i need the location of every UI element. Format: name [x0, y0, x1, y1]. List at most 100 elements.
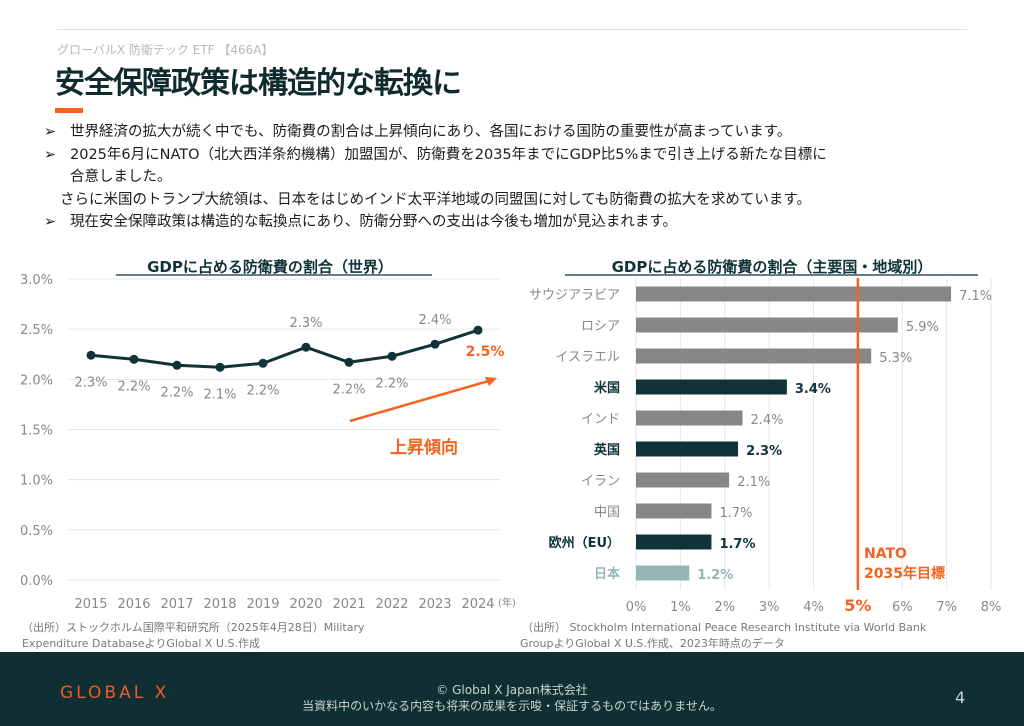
data-point	[129, 354, 139, 364]
data-label: 2.3%	[74, 375, 107, 390]
x-tick-label: 2021	[332, 597, 365, 612]
x-tick-label: 2023	[418, 597, 451, 612]
y-tick-label: 0.5%	[20, 524, 53, 539]
title-accent-bar	[55, 108, 83, 113]
arrow-bullet-icon: ➢	[44, 146, 57, 163]
bullet-text: 現在安全保障政策は構造的な転換点にあり、防衛分野への支出は今後も増加が見込まれま…	[70, 214, 677, 230]
bar	[636, 472, 730, 488]
nato-target-label: NATO	[864, 546, 907, 562]
trend-annotation: 上昇傾向	[390, 437, 458, 458]
data-label: 2.4%	[418, 313, 451, 328]
data-label: 2.2%	[332, 382, 365, 397]
page-title: 安全保障政策は構造的な転換に	[55, 66, 462, 101]
data-label: 1.7%	[719, 537, 755, 552]
bullet-text: 2025年6月にNATO（北大西洋条約機構）加盟国が、防衛費を2035年までにG…	[70, 146, 827, 163]
arrow-bullet-icon: ➢	[44, 214, 57, 230]
data-point	[86, 350, 96, 360]
x-tick-label: 0%	[626, 600, 647, 615]
bar	[636, 534, 712, 550]
bullet-item: ➢ 現在安全保障政策は構造的な転換点にあり、防衛分野への支出は今後も増加が見込まれ…	[44, 211, 827, 234]
data-label: 3.4%	[795, 382, 831, 397]
y-tick-label: 2.5%	[20, 323, 53, 338]
country-defense-gdp-bar-chart: GDPに占める防衛費の割合（主要国・地域別） サウジアラビアロシアイスラエル米国…	[520, 258, 1002, 650]
data-point	[215, 362, 225, 372]
data-label: 2.2%	[160, 385, 193, 400]
data-label: 1.7%	[719, 506, 752, 521]
category-label: 米国	[594, 380, 620, 396]
x-tick-label: 2020	[289, 597, 322, 612]
category-label: サウジアラビア	[529, 288, 620, 303]
global-x-logo: GLOBAL X	[60, 683, 170, 703]
y-tick-label: 3.0%	[20, 273, 53, 288]
category-label: イラン	[581, 474, 620, 489]
bar	[636, 565, 690, 581]
trend-arrow	[349, 378, 493, 423]
bullet-text: 世界経済の拡大が続く中でも、防衛費の割合は上昇傾向にあり、各国における国防の重要…	[70, 124, 792, 140]
category-label: 中国	[594, 505, 620, 520]
category-label: イスラエル	[555, 350, 620, 365]
data-point	[430, 339, 440, 349]
bar	[636, 503, 712, 519]
y-tick-label: 1.0%	[20, 474, 53, 489]
world-defense-gdp-line-chart: GDPに占める防衛費の割合（世界） 0.0% 0.5% 1.0% 1.5% 2.0% 2.…	[20, 258, 516, 650]
data-point	[344, 357, 354, 367]
data-label: 2.1%	[737, 475, 770, 490]
data-label: 2.2%	[375, 376, 408, 391]
x-unit-label: (年)	[498, 596, 516, 609]
bullet-item: ➢ 世界経済の拡大が続く中でも、防衛費の割合は上昇傾向にあり、各国における国防の重…	[44, 121, 827, 144]
footer-text: © Global X Japan株式会社 当資料中のいかなる内容も将来の成果を示…	[0, 682, 1024, 714]
x-tick-label: 6%	[892, 600, 913, 615]
arrow-bullet-icon: ➢	[44, 124, 57, 140]
x-tick-label: 2016	[117, 597, 150, 612]
bar	[636, 379, 787, 395]
x-tick-label: 2%	[714, 600, 735, 615]
category-label: インド	[581, 412, 620, 427]
data-label: 2.3%	[746, 444, 782, 459]
x-tick-label: 7%	[936, 600, 957, 615]
top-divider	[57, 29, 967, 30]
data-label: 2.3%	[289, 316, 322, 331]
bullet-continuation: 合意しました。	[70, 169, 172, 185]
data-label: 2.4%	[751, 413, 784, 428]
x-tick-label: 3%	[759, 600, 780, 615]
data-label: 7.1%	[959, 289, 992, 304]
category-label: ロシア	[581, 319, 620, 334]
data-label: 1.2%	[697, 568, 733, 583]
data-label: 2.2%	[117, 379, 150, 394]
bar-chart-title: GDPに占める防衛費の割合（主要国・地域別）	[612, 258, 933, 276]
data-label: 2.5%	[466, 344, 505, 360]
x-tick-label: 8%	[981, 600, 1002, 615]
source-note: Expenditure DatabaseよりGlobal X U.S.作成	[22, 637, 260, 650]
data-point	[387, 351, 397, 361]
x-tick-label: 2015	[74, 597, 107, 612]
page-number: 4	[955, 688, 966, 707]
y-tick-label: 1.5%	[20, 424, 53, 439]
x-tick-label: 2019	[246, 597, 279, 612]
bullet-continuation: さらに米国のトランプ大統領は、日本をはじめインド太平洋地域の同盟国に対しても防衛…	[60, 191, 811, 208]
source-note: （出所）ストックホルム国際平和研究所（2025年4月28日）Military	[22, 620, 365, 634]
data-point	[473, 325, 483, 335]
nato-target-label: 2035年目標	[864, 565, 945, 582]
category-label: 英国	[593, 442, 620, 458]
data-point	[258, 358, 268, 368]
data-point	[172, 360, 182, 370]
x-tick-label: 4%	[803, 600, 824, 615]
source-note: （出所） Stockholm International Peace Resea…	[522, 620, 927, 634]
bullet-item: ➢ 2025年6月にNATO（北大西洋条約機構）加盟国が、防衛費を2035年までに…	[44, 144, 827, 167]
trend-arrow-head	[485, 377, 497, 386]
bar	[636, 317, 898, 333]
y-tick-label: 2.0%	[20, 373, 53, 388]
x-tick-label: 2018	[203, 597, 236, 612]
copyright: © Global X Japan株式会社	[436, 683, 588, 697]
x-tick-label: 2024	[461, 597, 494, 612]
bar	[636, 286, 952, 302]
bar	[636, 441, 739, 457]
data-point	[301, 342, 311, 352]
x-tick-label: 5%	[844, 596, 871, 615]
x-tick-label: 2017	[160, 597, 193, 612]
bar	[636, 348, 872, 364]
bullet-list: ➢ 世界経済の拡大が続く中でも、防衛費の割合は上昇傾向にあり、各国における国防の重…	[44, 121, 827, 234]
data-label: 5.3%	[879, 351, 912, 366]
bar	[636, 410, 743, 426]
category-label: 欧州（EU）	[549, 535, 620, 551]
